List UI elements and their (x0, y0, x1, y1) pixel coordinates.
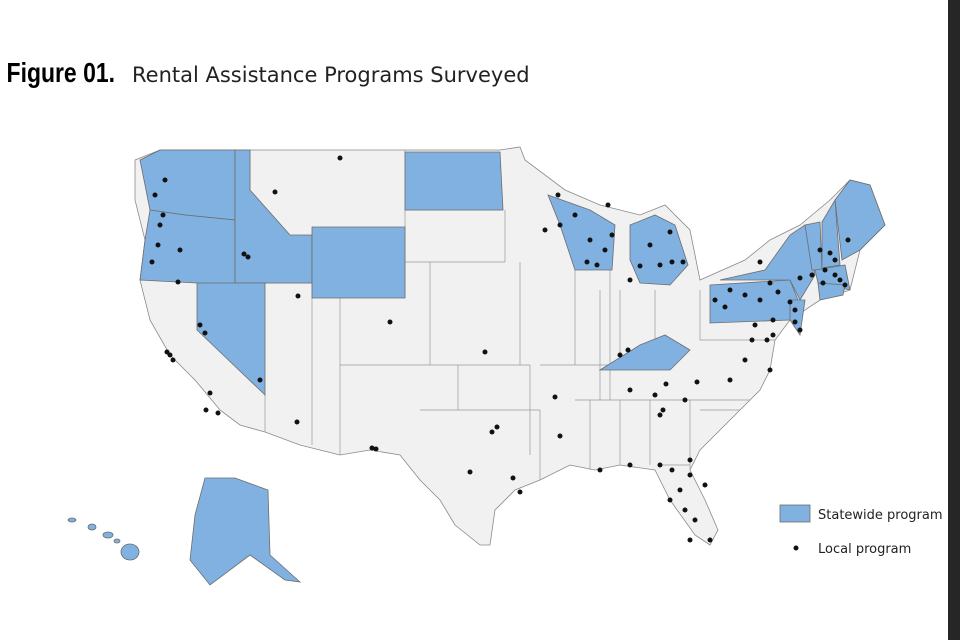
legend-label: Local program (818, 542, 911, 557)
new-hampshire (821, 198, 841, 269)
legend: Statewide program Local program (779, 504, 943, 557)
hawaii (67, 517, 140, 561)
figure-title: Rental Assistance Programs Surveyed (132, 63, 530, 87)
edge-border (948, 0, 960, 640)
statewide-states (67, 149, 886, 586)
nevada (196, 282, 266, 396)
pennsylvania (709, 279, 801, 324)
michigan (629, 214, 689, 286)
figure-label: Figure 01. (7, 58, 115, 89)
north-dakota (404, 151, 504, 211)
kentucky (598, 334, 691, 371)
washington (139, 149, 236, 221)
legend-swatch-statewide (779, 504, 811, 523)
connecticut-rhode-island (817, 282, 846, 301)
oregon (139, 209, 236, 286)
alaska (189, 477, 302, 586)
map (67, 146, 886, 586)
wyoming (311, 226, 406, 299)
legend-swatch-local (793, 545, 799, 551)
local-program-dots (149, 155, 851, 543)
legend-label: Statewide program (818, 508, 943, 523)
